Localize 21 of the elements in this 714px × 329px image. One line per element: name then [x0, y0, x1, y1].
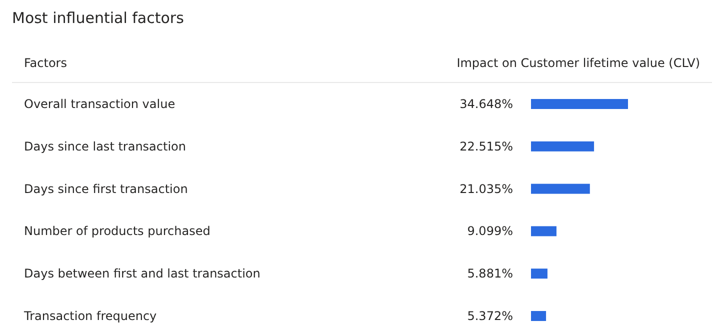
text: Most influential factors — [12, 9, 184, 27]
y-tick-label: Days between first and last transaction — [24, 266, 260, 281]
data-label: 9.099% — [467, 224, 513, 238]
y-axis-title: Factors — [24, 56, 67, 70]
data-label: 5.881% — [467, 266, 513, 281]
y-tick-label: Transaction frequency — [23, 309, 157, 323]
bar — [531, 311, 546, 321]
data-label: 5.372% — [467, 309, 513, 323]
y-tick-label: Days since last transaction — [24, 139, 186, 154]
y-tick-label: Days since first transaction — [24, 182, 188, 196]
data-label: 22.515% — [460, 139, 513, 154]
bar — [531, 268, 548, 279]
data-label: 34.648% — [460, 97, 513, 111]
x-axis-title: Impact on Customer lifetime value (CLV) — [456, 56, 700, 70]
bar — [531, 184, 590, 194]
y-tick-label: Overall transaction value — [24, 97, 176, 111]
data-label: 21.035% — [460, 182, 513, 196]
y-tick-label: Number of products purchased — [24, 224, 210, 238]
bar — [531, 226, 556, 236]
bar — [531, 99, 628, 109]
bar — [531, 141, 594, 152]
